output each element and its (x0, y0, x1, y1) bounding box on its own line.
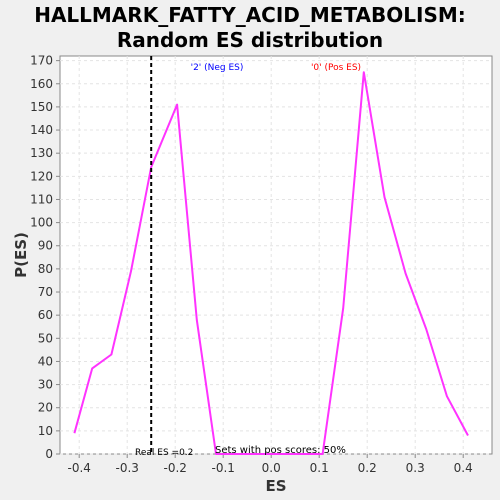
y-tick-label: 110 (30, 192, 53, 206)
y-tick-label: 80 (38, 262, 53, 276)
distribution-line (73, 71, 469, 455)
y-tick-label: 170 (30, 54, 53, 68)
pos-scores-label: Sets with pos scores: 50% (215, 445, 346, 456)
x-tick-label: -0.4 (67, 461, 90, 475)
y-tick-label: 100 (30, 216, 53, 230)
x-tick-label: -0.2 (163, 461, 186, 475)
y-tick-label: 60 (38, 308, 53, 322)
x-axis-label: ES (265, 477, 286, 495)
grid-layer (60, 56, 492, 455)
pos-es-label: '0' (Pos ES) (311, 63, 361, 73)
y-tick-label: 10 (38, 424, 53, 438)
y-tick-label: 20 (38, 401, 53, 415)
x-tick-label: 0.4 (454, 461, 473, 475)
x-tick-label: 0.0 (262, 461, 281, 475)
y-tick-label: 130 (30, 146, 53, 160)
y-tick-label: 0 (45, 447, 53, 461)
chart-title-line1: HALLMARK_FATTY_ACID_METABOLISM: (34, 3, 466, 27)
neg-es-label: '2' (Neg ES) (191, 63, 244, 73)
x-tick-label: 0.3 (406, 461, 425, 475)
x-tick-label: 0.2 (358, 461, 377, 475)
plot-area (59, 55, 493, 455)
y-tick-label: 30 (38, 378, 53, 392)
x-tick-label: 0.1 (310, 461, 329, 475)
y-tick-label: 120 (30, 169, 53, 183)
y-axis-label: P(ES) (12, 232, 30, 278)
chart-title-line2: Random ES distribution (116, 28, 384, 52)
y-tick-label: 40 (38, 354, 53, 368)
y-tick-label: 50 (38, 331, 53, 345)
y-tick-label: 140 (30, 123, 53, 137)
x-tick-label: -0.3 (115, 461, 138, 475)
y-tick-label: 90 (38, 239, 53, 253)
y-tick-label: 160 (30, 77, 53, 91)
axis-layer: 0 10 20 30 40 50 60 70 80 90 100 110 120 130 140 150 160… (30, 54, 473, 475)
y-tick-label: 150 (30, 100, 53, 114)
real-es-label: Real ES =0.2 (135, 448, 193, 458)
x-tick-label: -0.1 (211, 461, 234, 475)
y-tick-label: 70 (38, 285, 53, 299)
series-layer (73, 71, 469, 455)
